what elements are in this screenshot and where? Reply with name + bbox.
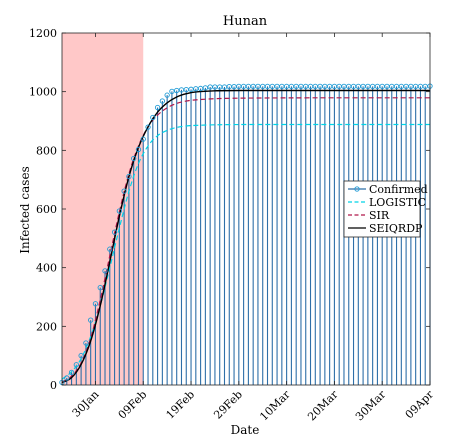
confirmed-marker — [121, 188, 127, 194]
y-tick-label: 0 — [50, 379, 57, 392]
y-tick-label: 200 — [36, 320, 57, 333]
confirmed-marker — [88, 317, 94, 323]
y-axis-ticks: 0 200 400 600 800 1000 1200 — [29, 27, 430, 392]
x-axis-label: Date — [231, 423, 260, 437]
confirmed-marker — [164, 92, 170, 98]
shaded-region — [62, 33, 144, 385]
confirmed-marker — [64, 375, 70, 381]
confirmed-marker — [78, 353, 84, 359]
confirmed-marker — [107, 246, 113, 252]
legend-label: SEIQRDP — [369, 222, 423, 235]
confirmed-marker — [68, 369, 75, 376]
confirmed-marker — [83, 340, 89, 346]
y-tick-label: 400 — [36, 262, 57, 275]
chart-title: Hunan — [223, 14, 268, 29]
legend-marker — [354, 186, 360, 192]
confirmed-marker — [154, 104, 161, 111]
legend-label: LOGISTIC — [369, 196, 426, 209]
series-line-logistic — [61, 123, 430, 380]
confirmed-markers — [59, 83, 433, 386]
y-tick-label: 1200 — [29, 27, 57, 40]
confirmed-marker — [150, 114, 156, 121]
confirmed-marker — [159, 98, 166, 104]
legend-label: Confirmed — [369, 183, 428, 196]
confirmed-marker — [169, 88, 175, 95]
confirmed-marker — [116, 208, 123, 214]
legend-label: SIR — [369, 209, 390, 222]
y-tick-label: 600 — [36, 203, 57, 216]
confirmed-marker — [131, 155, 137, 162]
confirmed-marker — [135, 146, 142, 153]
series-line-seiqrdp — [61, 89, 430, 384]
confirmed-marker — [126, 173, 132, 180]
confirmed-marker — [111, 229, 118, 235]
confirmed-marker — [145, 124, 151, 130]
confirmed-marker — [97, 284, 103, 291]
confirmed-marker — [140, 136, 146, 142]
confirmed-marker — [202, 85, 209, 91]
y-tick-label: 800 — [36, 144, 57, 157]
confirmed-marker — [73, 362, 79, 368]
y-axis-label: Infected cases — [18, 166, 32, 253]
confirmed-marker — [102, 268, 108, 274]
y-tick-label: 1000 — [29, 86, 57, 99]
confirmed-marker — [92, 301, 99, 307]
